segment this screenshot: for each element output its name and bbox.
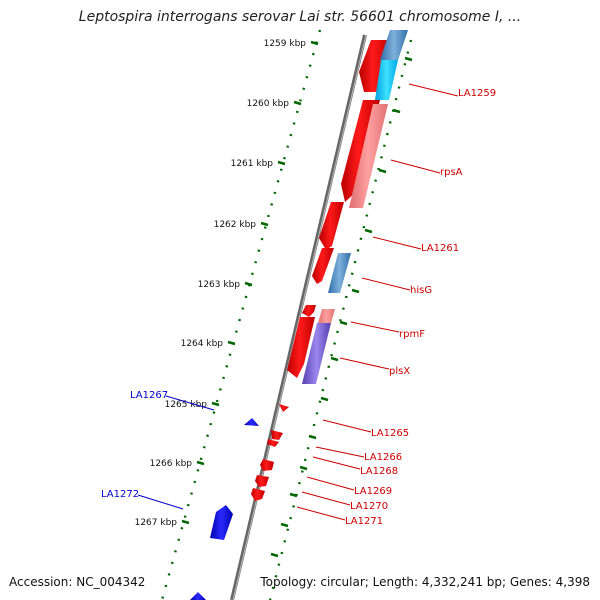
gene-label[interactable]: hisG (410, 285, 432, 296)
gene-label[interactable]: rpsA (440, 167, 463, 178)
outer-tick-mark (378, 168, 387, 174)
gene-arrow-la1268[interactable] (267, 439, 279, 447)
kbp-tick-labels: 1259 kbp 1260 kbp 1261 kbp 1262 kbp 1263 kbp… (135, 39, 307, 528)
gene-label[interactable]: plsX (389, 366, 410, 377)
kbp-tick-label: 1266 kbp (150, 459, 193, 469)
gene-arrow-rpsA[interactable] (319, 202, 344, 250)
kbp-tick-mark (277, 160, 286, 166)
chromosome-backbone (230, 34, 367, 600)
outer-tick-mark (308, 434, 317, 440)
kbp-tick-mark (244, 281, 253, 287)
gene-arrow-la1265[interactable] (279, 404, 289, 412)
outer-tick-mark (289, 492, 298, 498)
gene-arrow-la1269[interactable] (260, 459, 274, 471)
gene-bar-pink-small[interactable] (318, 309, 335, 323)
kbp-tick-label: 1260 kbp (247, 99, 290, 109)
gene-label[interactable]: LA1271 (345, 516, 383, 527)
outer-tick-mark (404, 56, 413, 62)
gene-label[interactable]: LA1268 (360, 466, 398, 477)
genome-summary-text: Topology: circular; Length: 4,332,241 bp… (260, 575, 590, 589)
gene-arrow-la1272[interactable] (210, 505, 233, 540)
kbp-tick-label: 1259 kbp (264, 39, 307, 49)
map-title: Leptospira interrogans serovar Lai str. … (78, 9, 522, 25)
kbp-tick-mark (227, 340, 236, 346)
outer-tick-mark (330, 356, 339, 362)
kbp-tick-mark (293, 100, 302, 106)
outer-tick-mark (299, 465, 308, 471)
gene-leader-line (372, 236, 422, 250)
gene-leader-line (315, 446, 365, 458)
gene-leader-line (339, 357, 390, 370)
gene-leader-line (165, 395, 215, 411)
kbp-tick-mark (310, 40, 319, 46)
kbp-tick-label: 1262 kbp (214, 220, 257, 230)
kbp-tick-label: 1265 kbp (165, 400, 208, 410)
gene-label[interactable]: LA1259 (458, 88, 496, 99)
outer-tick-mark (351, 288, 360, 294)
gene-arrow-rpmF[interactable] (287, 317, 315, 378)
gene-arrow-la1261[interactable] (312, 248, 334, 284)
gene-leader-line (312, 456, 361, 470)
gene-label[interactable]: LA1272 (101, 489, 139, 500)
outer-tick-mark (270, 552, 279, 558)
kbp-tick-label: 1261 kbp (231, 159, 274, 169)
accession-text: Accession: NC_004342 (9, 575, 146, 589)
chromosome-backbone-highlight (232, 34, 367, 600)
gene-arrow-la1266[interactable] (271, 430, 283, 440)
gene-labels-right: LA1259 rpsA LA1261 hisG rpmF plsX LA1265 LA1266… (296, 83, 496, 527)
gene-bar-steel-top[interactable] (380, 30, 408, 60)
kbp-tick-marks (181, 40, 413, 558)
gene-leader-line (408, 83, 459, 97)
kbp-tick-label: 1267 kbp (135, 518, 178, 528)
kbp-tick-label: 1263 kbp (198, 280, 241, 290)
gene-leader-line (137, 494, 184, 510)
gene-arrow-la1258[interactable] (359, 40, 390, 92)
gene-leader-line (296, 506, 346, 521)
gene-label[interactable]: LA1266 (364, 452, 402, 463)
kbp-tick-mark (260, 221, 269, 227)
gene-leader-line (301, 491, 351, 506)
gene-label[interactable]: LA1265 (371, 428, 409, 439)
gene-arrow-la1267[interactable] (244, 418, 259, 426)
kbp-tick-label: 1264 kbp (181, 339, 224, 349)
small-forward-genes (251, 404, 289, 501)
outer-tick-mark (364, 228, 373, 234)
gene-bar-purple-plsX[interactable] (302, 323, 331, 384)
gene-leader-line (390, 159, 441, 174)
gene-arrow-la1273[interactable] (190, 592, 206, 600)
gene-label[interactable]: rpmF (399, 329, 425, 340)
gene-label[interactable]: LA1269 (354, 486, 392, 497)
outer-tick-mark (392, 108, 401, 114)
outer-tick-mark (280, 522, 289, 528)
gene-arrow-la1270[interactable] (255, 475, 269, 487)
gene-label[interactable]: LA1261 (421, 243, 459, 254)
gene-arrow-la1271[interactable] (251, 488, 265, 501)
outer-tick-mark (339, 320, 348, 326)
gene-bar-steel-hisG[interactable] (328, 253, 351, 293)
outer-tick-mark (320, 396, 329, 402)
gene-arrow-hisG[interactable] (302, 305, 316, 317)
gene-bar-pink-rpsA[interactable] (349, 104, 388, 208)
gene-leader-line (322, 419, 372, 433)
outer-track-right (268, 39, 413, 600)
gene-leader-line (306, 476, 355, 491)
forward-genes (287, 40, 390, 378)
kbp-tick-mark (211, 401, 220, 407)
gene-label[interactable]: LA1267 (130, 390, 168, 401)
kbp-tick-mark (196, 460, 205, 466)
reverse-genes (190, 418, 259, 600)
second-track-genes (302, 30, 408, 384)
kbp-tick-mark (181, 519, 190, 525)
gene-bar-cyan[interactable] (375, 60, 398, 100)
gene-labels-left: LA1267 LA1272 (101, 390, 215, 510)
gene-leader-line (361, 277, 411, 291)
inner-track-left (160, 29, 322, 600)
gene-label[interactable]: LA1270 (350, 501, 388, 512)
gene-leader-line (350, 321, 400, 333)
